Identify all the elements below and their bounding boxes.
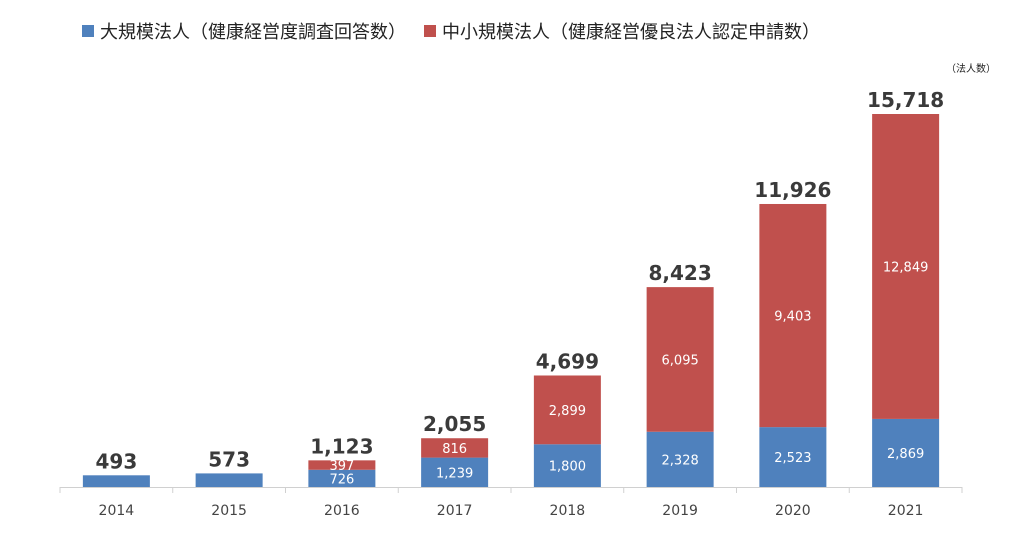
- data-label-large-2020: 2,523: [774, 451, 811, 466]
- bar-small-2016: [308, 460, 376, 470]
- bar-small-2018: [533, 375, 601, 445]
- data-label-small-2018: 2,899: [549, 404, 586, 419]
- bar-small-2019: [646, 287, 714, 432]
- bar-small-2021: [872, 114, 940, 419]
- total-label-2018: 4,699: [536, 349, 599, 373]
- bar-large-2019: [646, 431, 714, 487]
- data-label-small-2021: 12,849: [883, 260, 929, 275]
- bar-small-2020: [759, 203, 827, 428]
- legend-swatch-small: [424, 25, 436, 37]
- total-label-2014: 493: [96, 449, 138, 473]
- data-label-large-2019: 2,328: [662, 453, 699, 468]
- x-tick-label-2014: 2014: [99, 503, 135, 519]
- data-label-large-2021: 2,869: [887, 447, 924, 462]
- data-label-large-2016: 726: [329, 472, 354, 487]
- data-label-large-2017: 1,239: [436, 466, 473, 481]
- legend: 大規模法人（健康経営度調査回答数） 中小規模法人（健康経営優良法人認定申請数）: [82, 18, 838, 44]
- unit-label: （法人数）: [946, 64, 996, 75]
- data-label-small-2017: 816: [442, 442, 467, 457]
- x-tick-label-2018: 2018: [550, 503, 586, 519]
- bar-large-2016: [308, 469, 376, 487]
- legend-item-large: 大規模法人（健康経営度調査回答数）: [82, 18, 406, 44]
- bar-large-2021: [872, 418, 940, 487]
- bar-large-2015: [195, 473, 263, 487]
- data-label-large-2018: 1,800: [549, 460, 586, 475]
- x-tick-label-2016: 2016: [324, 503, 360, 519]
- total-label-2016: 1,123: [310, 434, 373, 458]
- total-label-2015: 573: [208, 447, 250, 471]
- bar-large-2014: [82, 475, 150, 487]
- bar-large-2018: [533, 444, 601, 487]
- data-label-small-2020: 9,403: [774, 310, 811, 325]
- legend-swatch-large: [82, 25, 94, 37]
- total-label-2019: 8,423: [648, 261, 711, 285]
- legend-item-small: 中小規模法人（健康経営優良法人認定申請数）: [424, 18, 820, 44]
- total-label-2020: 11,926: [754, 178, 831, 202]
- bar-large-2020: [759, 427, 827, 487]
- data-label-small-2016: 397: [329, 459, 354, 474]
- total-label-2021: 15,718: [867, 88, 944, 112]
- x-tick-label-2015: 2015: [211, 503, 247, 519]
- x-tick-label-2020: 2020: [775, 503, 811, 519]
- total-label-2017: 2,055: [423, 412, 486, 436]
- bar-small-2017: [421, 438, 489, 458]
- data-label-small-2019: 6,095: [662, 353, 699, 368]
- x-tick-label-2021: 2021: [888, 503, 924, 519]
- x-tick-label-2017: 2017: [437, 503, 473, 519]
- legend-label-large: 大規模法人（健康経営度調査回答数）: [100, 22, 406, 43]
- bar-large-2017: [421, 457, 489, 487]
- legend-label-small: 中小規模法人（健康経営優良法人認定申請数）: [442, 22, 820, 43]
- x-tick-label-2019: 2019: [662, 503, 698, 519]
